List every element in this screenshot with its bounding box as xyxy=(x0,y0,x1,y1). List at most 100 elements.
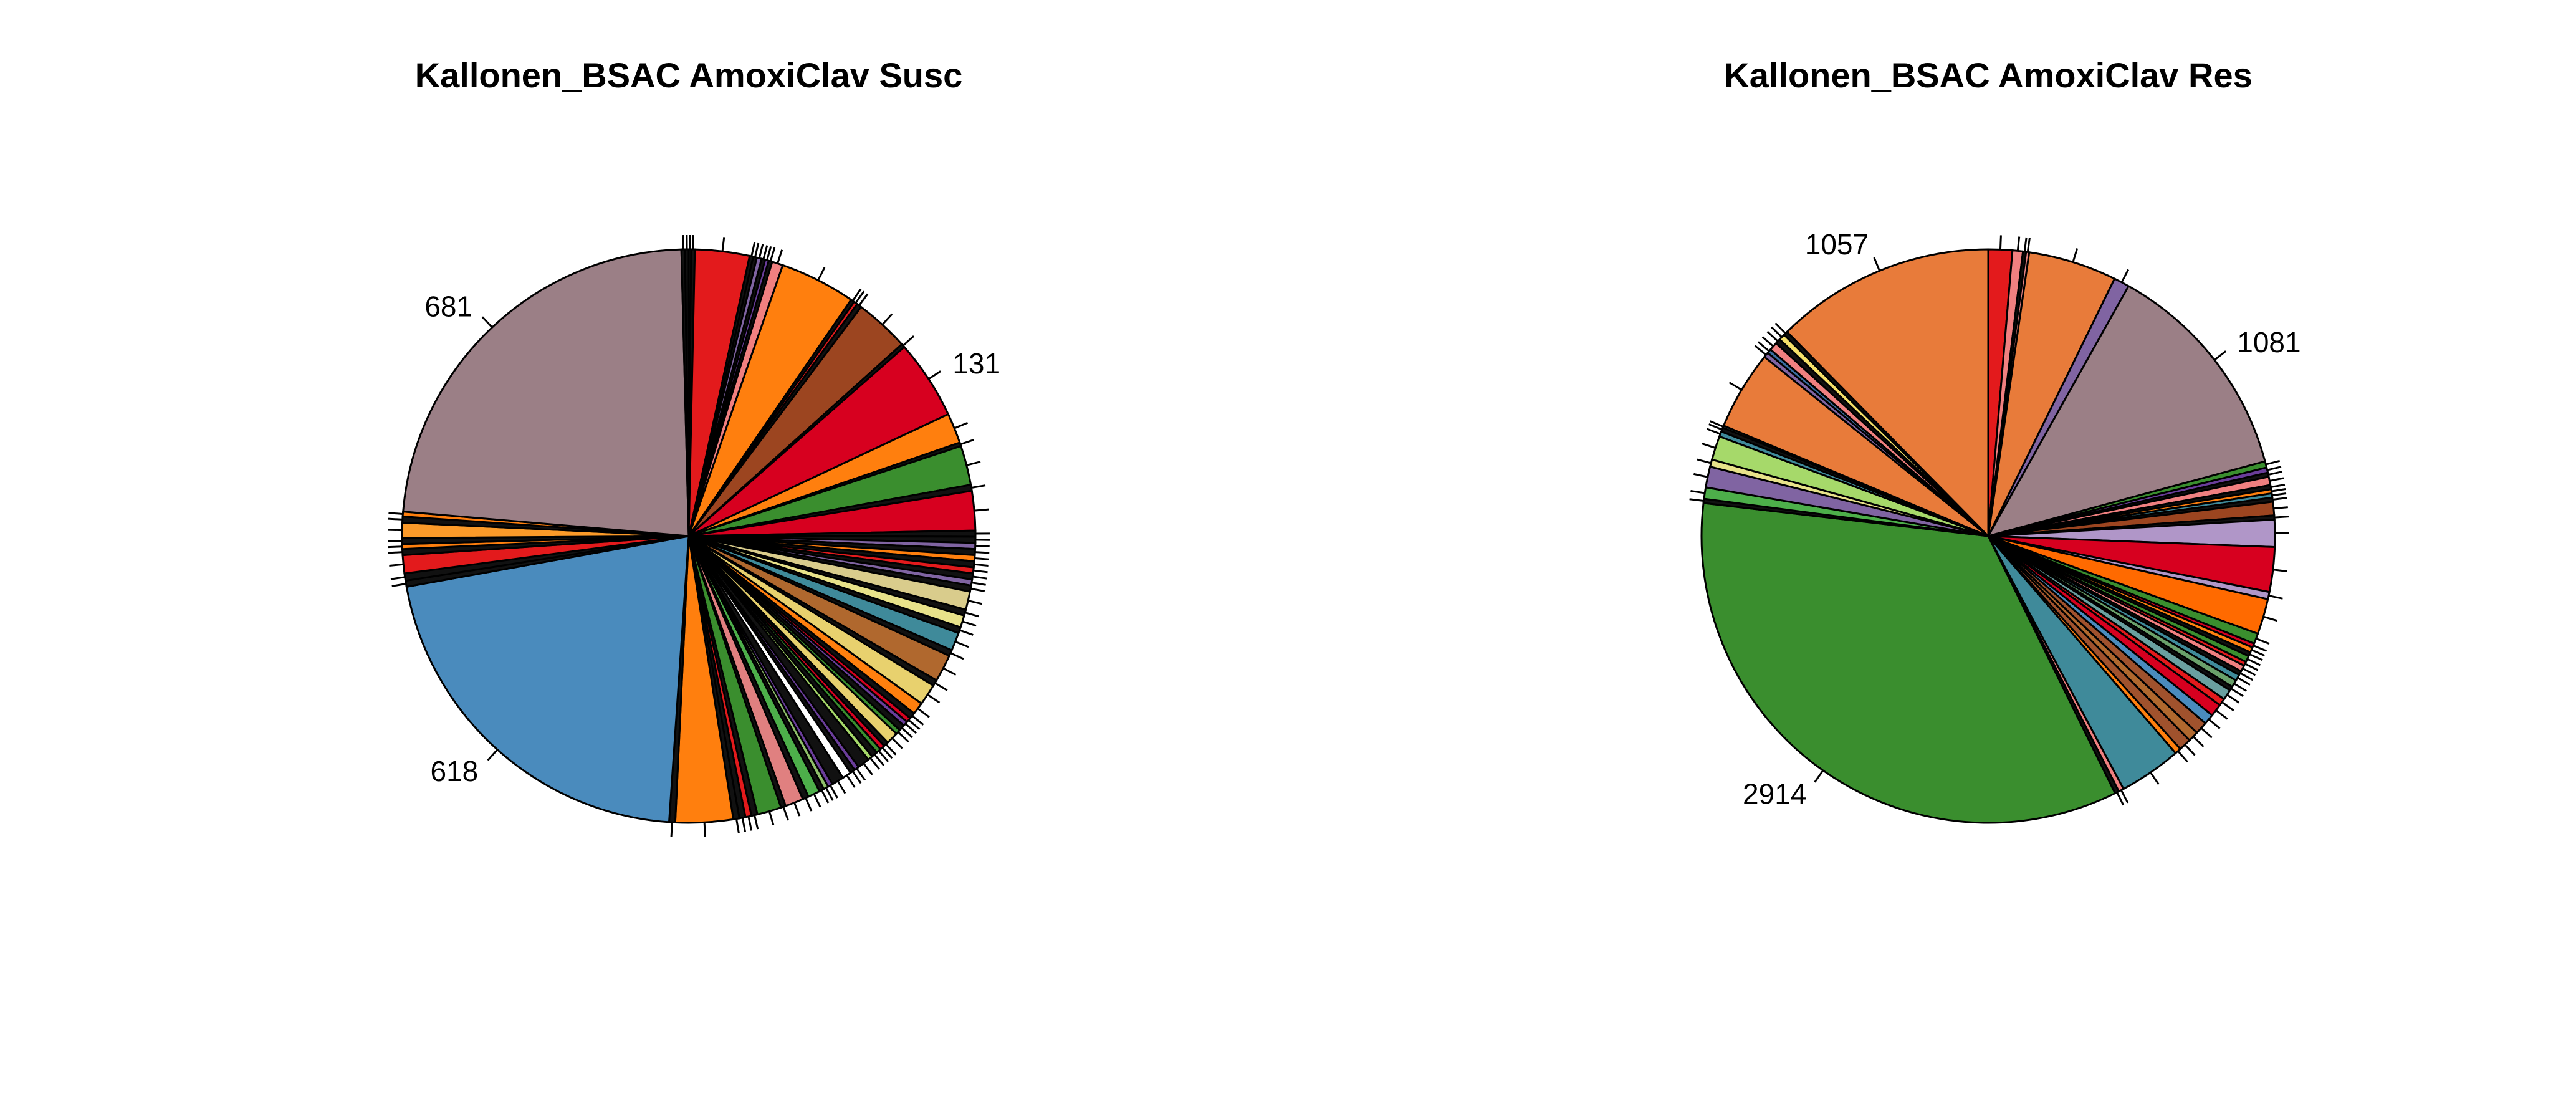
slice-label-tick xyxy=(1754,345,1767,356)
slice-label-tick xyxy=(966,461,981,466)
slice-label-tick xyxy=(2150,772,2160,785)
slice-label-tick xyxy=(836,780,846,794)
slice-label-tick xyxy=(858,293,869,306)
slice-value-label: 2914 xyxy=(1743,778,1806,810)
slice-label-tick xyxy=(670,822,673,837)
slice-label-tick xyxy=(2120,269,2130,283)
slice-label-tick xyxy=(1873,257,1880,271)
slice-label-tick xyxy=(902,335,915,347)
slice-label-tick xyxy=(2192,736,2205,747)
pie-slice xyxy=(1786,248,1989,539)
slice-label-tick xyxy=(2184,744,2196,756)
slice-label-tick xyxy=(2263,615,2277,622)
slice-label-tick xyxy=(934,682,948,691)
slice-label-tick xyxy=(2269,477,2284,482)
slice-label-tick xyxy=(891,737,903,749)
slice-label-tick xyxy=(962,620,977,627)
slice-label-tick xyxy=(2230,688,2244,698)
slice-value-label: 1057 xyxy=(1805,228,1869,261)
slice-label-tick xyxy=(754,815,759,830)
slice-label-tick xyxy=(805,797,813,812)
slice-label-tick xyxy=(2200,727,2213,739)
slice-label-tick xyxy=(1693,473,1708,478)
slice-value-label: 131 xyxy=(952,347,1000,380)
susceptible-pie-slices xyxy=(401,248,977,824)
slice-label-tick xyxy=(2256,638,2270,645)
slice-label-tick xyxy=(2268,595,2283,600)
slice-label-tick xyxy=(878,750,889,762)
slice-label-tick xyxy=(973,569,988,574)
slice-label-tick xyxy=(769,247,776,262)
slice-label-tick xyxy=(873,754,885,766)
slice-label-tick xyxy=(955,641,969,648)
pie-slice xyxy=(405,535,690,823)
slice-value-label: 1081 xyxy=(2237,326,2301,358)
slice-label-tick xyxy=(2072,248,2079,262)
slice-value-label: 618 xyxy=(431,755,479,787)
slice-label-tick xyxy=(1710,420,1724,428)
slice-label-tick xyxy=(885,743,897,756)
slice-label-tick xyxy=(881,747,893,759)
slice-label-tick xyxy=(901,727,913,739)
slice-label-tick xyxy=(766,246,772,261)
slice-label-tick xyxy=(2016,236,2021,251)
slice-label-tick xyxy=(2239,672,2254,681)
pie-slice xyxy=(1987,251,2116,537)
slice-label-tick xyxy=(856,767,866,781)
slice-label-tick xyxy=(970,587,985,592)
slice-label-tick xyxy=(942,667,957,676)
slice-label-tick xyxy=(1689,498,1704,502)
chart-title-susceptible: Kallonen_BSAC AmoxiClav Susc xyxy=(415,55,963,95)
slice-label-tick xyxy=(971,582,986,586)
slice-label-tick xyxy=(2266,459,2281,466)
slice-label-tick xyxy=(1766,330,1779,342)
slice-label-tick xyxy=(2120,789,2129,804)
slice-label-tick xyxy=(2270,484,2286,488)
slice-label-tick xyxy=(851,770,862,784)
slice-label-tick xyxy=(974,508,989,512)
slice-label-tick xyxy=(2251,649,2265,656)
slice-label-tick xyxy=(869,757,881,770)
slice-label-tick xyxy=(1761,336,1774,347)
chart-title-resistant: Kallonen_BSAC AmoxiClav Res xyxy=(1724,55,2253,95)
susceptible-pie-chart: Kallonen_BSAC AmoxiClav Susc 131 618 681 xyxy=(388,55,1000,837)
slice-label-tick xyxy=(928,370,941,380)
slice-label-tick xyxy=(388,551,403,554)
slice-label-tick xyxy=(2233,683,2247,692)
slice-label-tick xyxy=(967,600,982,605)
slice-label-tick xyxy=(2242,667,2256,676)
slice-label-tick xyxy=(2116,792,2125,806)
slice-label-tick xyxy=(917,708,930,718)
slice-label-tick xyxy=(964,612,979,618)
slice-label-tick xyxy=(793,802,801,817)
slice-label-tick xyxy=(703,822,706,837)
slice-label-tick xyxy=(2023,237,2028,252)
slice-label-tick xyxy=(974,563,989,567)
slice-label-tick xyxy=(950,652,964,660)
slice-label-tick xyxy=(829,785,838,799)
slice-label-tick xyxy=(768,811,775,825)
slice-label-tick xyxy=(820,789,830,804)
slice-label-tick xyxy=(972,575,987,580)
resistant-pie-chart: Kallonen_BSAC AmoxiClav Res 1081 2914 1057 xyxy=(1689,55,2301,824)
slice-label-tick xyxy=(735,818,740,833)
slice-label-tick xyxy=(954,421,969,430)
slice-label-tick xyxy=(2208,718,2221,729)
resistant-pie-labels: 1081 2914 1057 xyxy=(1743,228,2301,810)
slice-label-tick xyxy=(762,245,768,260)
slice-label-tick xyxy=(971,484,986,489)
slice-label-tick xyxy=(2272,497,2287,501)
susceptible-pie-ticks xyxy=(388,234,990,837)
resistant-pie-slices xyxy=(1700,248,2276,824)
slice-label-tick xyxy=(741,817,747,832)
slice-label-tick xyxy=(2271,488,2286,492)
slice-label-tick xyxy=(975,551,990,554)
slice-label-tick xyxy=(1697,458,1712,464)
pie-slice xyxy=(1986,284,2266,538)
slice-label-tick xyxy=(855,290,865,304)
slice-label-tick xyxy=(2249,653,2263,661)
slice-label-tick xyxy=(2272,569,2287,572)
slice-label-tick xyxy=(721,237,725,252)
slice-label-tick xyxy=(1728,382,1743,391)
